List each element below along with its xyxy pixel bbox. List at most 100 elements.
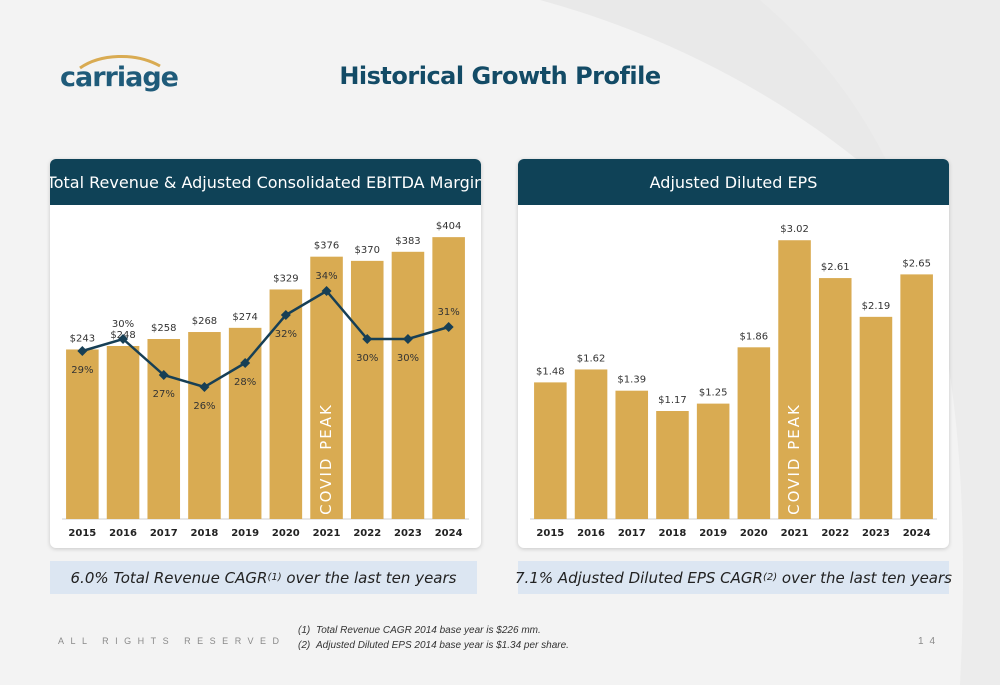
revenue-bar-label-2020: $329 bbox=[273, 273, 298, 284]
revenue-bar-2024 bbox=[432, 237, 465, 519]
eps-cagr-caption: 7.1% Adjusted Diluted EPS CAGR (2) over t… bbox=[515, 561, 952, 594]
revenue-margin-point-2020 bbox=[280, 310, 291, 320]
revenue-bar-label-2019: $274 bbox=[232, 312, 257, 323]
revenue-bar-label-2023: $383 bbox=[395, 236, 420, 247]
revenue-bar-label-2022: $370 bbox=[355, 245, 380, 256]
revenue-cagr-suffix: over the last ten years bbox=[281, 568, 457, 587]
page-number: 14 bbox=[918, 636, 942, 647]
revenue-margin-label-2023: 30% bbox=[397, 353, 419, 364]
revenue-margin-label-2021: 34% bbox=[315, 271, 337, 282]
eps-x-tick-2023: 2023 bbox=[862, 528, 890, 539]
eps-bar-2017 bbox=[615, 390, 649, 519]
eps-x-tick-2021: 2021 bbox=[781, 528, 809, 539]
eps-chart: $1.48 2015 $1.62 2016 $1.39 2017 $1.17 2018 $1.2… bbox=[530, 224, 937, 539]
footnotes: (1) Total Revenue CAGR 2014 base year is … bbox=[298, 623, 569, 653]
eps-bar-2021 bbox=[778, 240, 811, 519]
revenue-x-tick-2017: 2017 bbox=[150, 528, 178, 539]
eps-cagr-text: 7.1% Adjusted Diluted EPS CAGR bbox=[515, 568, 763, 587]
eps-bar-label-2017: $1.39 bbox=[617, 375, 646, 386]
revenue-x-tick-2024: 2024 bbox=[435, 528, 463, 539]
footnote-1-number: (1) bbox=[298, 625, 311, 636]
revenue-cagr-caption: 6.0% Total Revenue CAGR (1) over the last… bbox=[50, 561, 477, 594]
revenue-bar-2019 bbox=[228, 327, 262, 519]
revenue-x-tick-2016: 2016 bbox=[109, 528, 137, 539]
revenue-margin-point-2022 bbox=[362, 334, 373, 344]
eps-x-tick-2015: 2015 bbox=[536, 528, 564, 539]
revenue-bar-2020 bbox=[269, 289, 303, 519]
revenue-margin-line bbox=[81, 289, 450, 389]
revenue-bar-2021 bbox=[310, 256, 343, 519]
eps-bar-2015 bbox=[534, 382, 567, 519]
logo-text: carriage bbox=[60, 62, 179, 93]
footnote-1-text: Total Revenue CAGR 2014 base year is $22… bbox=[316, 625, 541, 636]
eps-bar-label-2021: $3.02 bbox=[780, 224, 809, 235]
revenue-margin-label-2015: 29% bbox=[71, 365, 93, 376]
eps-cagr-suffix: over the last ten years bbox=[777, 568, 952, 587]
revenue-margin-label-2022: 30% bbox=[356, 353, 378, 364]
revenue-bar-label-2024: $404 bbox=[436, 221, 461, 232]
eps-chart-panel: Adjusted Diluted EPS $1.48 2015 $1.62 2016 $… bbox=[518, 159, 949, 548]
footnote-1: (1) Total Revenue CAGR 2014 base year is … bbox=[298, 623, 569, 638]
revenue-x-tick-2022: 2022 bbox=[353, 528, 381, 539]
eps-x-tick-2020: 2020 bbox=[740, 528, 768, 539]
revenue-margin-label-2018: 26% bbox=[193, 401, 215, 412]
eps-bar-2022 bbox=[818, 278, 852, 519]
eps-x-tick-2018: 2018 bbox=[659, 528, 687, 539]
footnote-2-number: (2) bbox=[298, 640, 311, 651]
logo-arc-icon bbox=[79, 55, 161, 70]
revenue-margin-point-2019 bbox=[240, 358, 251, 368]
eps-bar-label-2023: $2.19 bbox=[862, 301, 891, 312]
revenue-covid-peak-annotation: COVID PEAK bbox=[317, 403, 335, 515]
revenue-x-tick-2018: 2018 bbox=[191, 528, 219, 539]
revenue-cagr-text: 6.0% Total Revenue CAGR bbox=[70, 568, 268, 587]
eps-bar-label-2018: $1.17 bbox=[658, 395, 687, 406]
revenue-margin-point-2023 bbox=[402, 334, 413, 344]
eps-bar-2016 bbox=[574, 369, 608, 519]
revenue-margin-point-2016 bbox=[118, 334, 129, 344]
eps-x-tick-2024: 2024 bbox=[903, 528, 931, 539]
revenue-x-tick-2023: 2023 bbox=[394, 528, 422, 539]
eps-bar-label-2022: $2.61 bbox=[821, 262, 850, 273]
footnote-2-text: Adjusted Diluted EPS 2014 base year is $… bbox=[316, 640, 569, 651]
footnote-2: (2) Adjusted Diluted EPS 2014 base year i… bbox=[298, 638, 569, 653]
eps-x-tick-2022: 2022 bbox=[821, 528, 849, 539]
revenue-bar-label-2021: $376 bbox=[314, 241, 339, 252]
revenue-x-tick-2019: 2019 bbox=[231, 528, 259, 539]
carriage-logo: carriage bbox=[60, 52, 179, 104]
revenue-bar-2023 bbox=[391, 251, 425, 519]
revenue-x-tick-2021: 2021 bbox=[313, 528, 341, 539]
revenue-margin-point-2015 bbox=[77, 346, 88, 356]
revenue-bar-2018 bbox=[188, 332, 221, 519]
eps-x-tick-2017: 2017 bbox=[618, 528, 646, 539]
eps-chart-title: Adjusted Diluted EPS bbox=[518, 159, 949, 205]
eps-bar-2018 bbox=[656, 411, 689, 519]
eps-bar-label-2020: $1.86 bbox=[740, 331, 769, 342]
revenue-margin-label-2017: 27% bbox=[153, 389, 175, 400]
eps-bar-2020 bbox=[737, 347, 771, 519]
revenue-margin-point-2021 bbox=[321, 286, 332, 296]
eps-bar-label-2019: $1.25 bbox=[699, 388, 728, 399]
eps-x-tick-2019: 2019 bbox=[699, 528, 727, 539]
revenue-bar-2022 bbox=[350, 260, 384, 519]
revenue-bar-2015 bbox=[66, 349, 99, 519]
revenue-bar-label-2018: $268 bbox=[192, 316, 217, 327]
eps-bar-label-2024: $2.65 bbox=[902, 258, 931, 269]
revenue-bar-label-2017: $258 bbox=[151, 323, 176, 334]
revenue-x-tick-2015: 2015 bbox=[68, 528, 96, 539]
revenue-bar-2017 bbox=[147, 339, 181, 519]
revenue-ebitda-chart: $2432015$2482016$2582017$2682018$2742019… bbox=[62, 221, 469, 539]
revenue-margin-point-2018 bbox=[199, 382, 210, 392]
eps-bar-2019 bbox=[696, 403, 730, 519]
revenue-bar-2016 bbox=[106, 345, 140, 519]
eps-cagr-footnote-ref: (2) bbox=[762, 572, 778, 583]
rights-reserved: ALL RIGHTS RESERVED bbox=[58, 636, 286, 646]
revenue-margin-label-2024: 31% bbox=[438, 307, 460, 318]
revenue-margin-label-2019: 28% bbox=[234, 377, 256, 388]
eps-bar-2024 bbox=[900, 274, 933, 519]
eps-bar-label-2016: $1.62 bbox=[577, 353, 606, 364]
eps-bar-label-2015: $1.48 bbox=[536, 366, 565, 377]
eps-bar-2023 bbox=[859, 316, 893, 519]
eps-covid-peak-annotation: COVID PEAK bbox=[785, 403, 803, 515]
page-title: Historical Growth Profile bbox=[339, 62, 661, 90]
revenue-x-tick-2020: 2020 bbox=[272, 528, 300, 539]
